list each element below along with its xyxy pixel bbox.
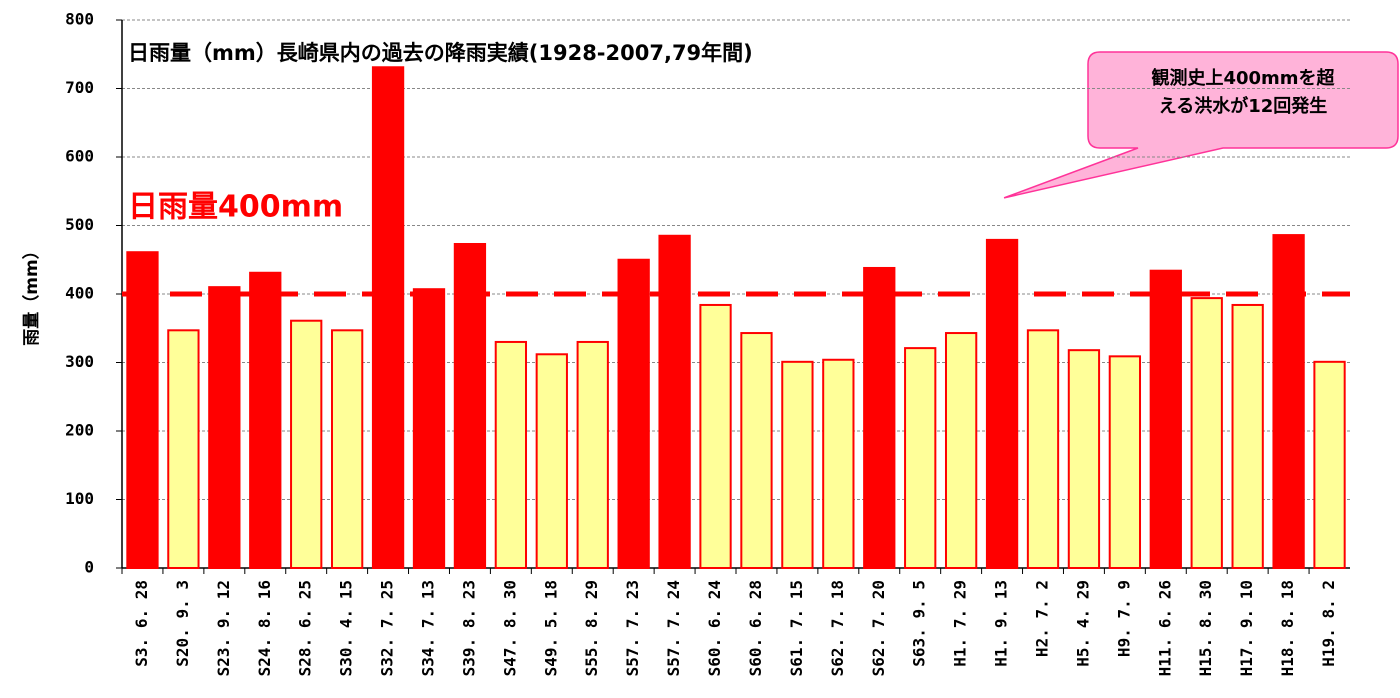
y-tick-label: 800 [65, 10, 94, 29]
y-tick-label: 700 [65, 78, 94, 97]
bar [985, 238, 1019, 569]
bar [167, 329, 200, 569]
x-tick-label: S62. 7. 20 [869, 580, 888, 676]
x-tick-label: S28. 6. 25 [296, 580, 315, 676]
callout-text: える洪水が12回発生 [1159, 95, 1328, 117]
x-tick-label: S55. 8. 29 [582, 580, 601, 676]
x-tick-label: H2. 7. 2 [1033, 580, 1052, 657]
bar [863, 266, 896, 569]
x-tick-label: S57. 7. 24 [664, 580, 683, 676]
x-tick-label: S20. 9. 3 [173, 580, 192, 667]
bar [1190, 297, 1223, 569]
x-tick-label: S57. 7. 23 [623, 580, 642, 676]
x-tick-label: H1. 7. 29 [951, 580, 970, 667]
bar [1313, 360, 1346, 569]
x-tick-label: H11. 6. 26 [1155, 580, 1174, 676]
bar [1149, 269, 1182, 569]
x-tick-label: S23. 9. 12 [214, 580, 233, 676]
bar [822, 358, 855, 570]
x-tick-label: S24. 8. 16 [255, 580, 274, 676]
bar [1108, 355, 1142, 569]
bar [1231, 303, 1264, 569]
bar [494, 340, 528, 570]
bar [126, 251, 159, 569]
y-tick-label: 100 [65, 489, 94, 508]
x-tick-label: S39. 8. 23 [459, 580, 478, 676]
bar [1067, 349, 1101, 570]
bar [412, 288, 446, 569]
bar [453, 242, 487, 569]
chart-title: 日雨量（mm）長崎県内の過去の降雨実績(1928-2007,79年間) [128, 41, 753, 65]
bar [781, 360, 814, 569]
x-tick-label: H5. 4. 29 [1073, 580, 1092, 667]
bar [944, 332, 978, 570]
x-tick-label: H18. 8. 18 [1278, 580, 1297, 676]
x-tick-label: S63. 9. 5 [910, 580, 929, 667]
x-tick-label: S47. 8. 30 [500, 580, 519, 676]
bar [1026, 329, 1060, 569]
bar [535, 353, 568, 569]
y-tick-label: 600 [65, 147, 94, 166]
x-tick-label: H19. 8. 2 [1319, 580, 1338, 667]
bar [699, 303, 732, 569]
x-tick-label: S34. 7. 13 [419, 580, 438, 676]
y-tick-label: 0 [84, 558, 94, 577]
y-tick-label: 300 [65, 352, 94, 371]
x-tick-label: H1. 9. 13 [992, 580, 1011, 667]
x-tick-label: H9. 7. 9 [1114, 580, 1133, 657]
bar [740, 332, 773, 570]
x-tick-label: H17. 9. 10 [1237, 580, 1256, 676]
x-tick-label: S30. 4. 15 [337, 580, 356, 676]
x-tick-label: S49. 5. 18 [541, 580, 560, 676]
y-tick-label: 200 [65, 421, 94, 440]
y-tick-label: 400 [65, 284, 94, 303]
bar [576, 340, 609, 570]
x-tick-label: S61. 7. 15 [787, 580, 806, 676]
bar [249, 271, 282, 569]
x-tick-label: S60. 6. 24 [705, 580, 724, 676]
bar [904, 347, 937, 569]
x-tick-label: S62. 7. 18 [828, 580, 847, 676]
bar [208, 286, 241, 569]
bar [1272, 234, 1305, 569]
bar [371, 66, 405, 569]
callout-text: 観測史上400mmを超 [1151, 67, 1335, 89]
bar [617, 258, 650, 569]
reference-label: 日雨量400mm [128, 190, 343, 225]
bar [330, 329, 364, 569]
bar [658, 234, 691, 569]
x-tick-label: S32. 7. 25 [378, 580, 397, 676]
y-axis-label: 雨量（mm） [21, 242, 42, 345]
y-tick-label: 500 [65, 215, 94, 234]
bar [290, 319, 323, 569]
x-tick-label: S3. 6. 28 [132, 580, 151, 667]
x-tick-label: S60. 6. 28 [746, 580, 765, 676]
x-tick-label: H15. 8. 30 [1196, 580, 1215, 676]
